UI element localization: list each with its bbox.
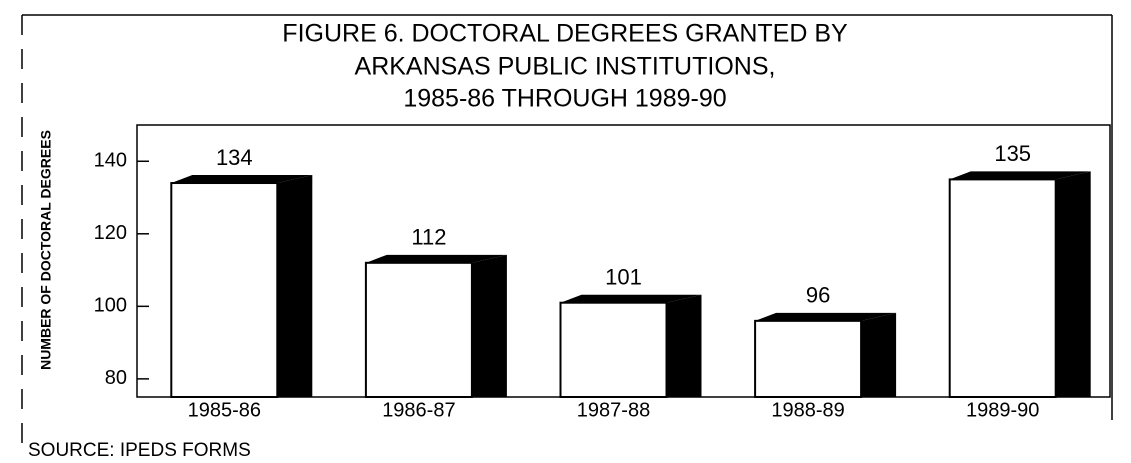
y-axis-label: NUMBER OF DOCTORAL DEGREES <box>38 130 54 370</box>
bar-top <box>949 171 1091 180</box>
bar-side <box>277 175 313 397</box>
y-tick-label: 140 <box>94 150 127 172</box>
bar-top <box>560 294 702 303</box>
bar-side <box>861 312 897 397</box>
bar-side <box>471 254 507 397</box>
bar-top <box>755 312 897 321</box>
y-tick-label: 120 <box>94 222 127 244</box>
value-label: 101 <box>605 265 642 290</box>
value-label: 135 <box>994 141 1031 166</box>
x-tick-label: 1986-87 <box>382 399 455 421</box>
chart-title: 1985-86 THROUGH 1989-90 <box>403 85 726 113</box>
value-label: 134 <box>216 145 253 170</box>
source-note: SOURCE: IPEDS FORMS <box>28 440 251 461</box>
bar <box>948 178 1057 398</box>
value-label: 96 <box>806 283 830 308</box>
y-tick-label: 80 <box>105 367 127 389</box>
x-tick-label: 1987-88 <box>577 399 650 421</box>
x-tick-label: 1989-90 <box>966 399 1039 421</box>
x-tick-label: 1985-86 <box>188 399 261 421</box>
bar <box>559 301 668 398</box>
y-tick-label: 100 <box>94 295 127 317</box>
bar <box>364 261 473 398</box>
chart-title: ARKANSAS PUBLIC INSTITUTIONS, <box>355 53 776 81</box>
bar-top <box>171 175 313 184</box>
bar-side <box>1055 171 1091 397</box>
bar-top <box>365 254 507 263</box>
x-tick-label: 1988-89 <box>771 399 844 421</box>
chart-title: FIGURE 6. DOCTORAL DEGREES GRANTED BY <box>282 20 848 48</box>
bar <box>754 319 863 398</box>
bar <box>170 182 279 398</box>
bar-side <box>666 294 702 397</box>
value-label: 112 <box>411 225 446 250</box>
